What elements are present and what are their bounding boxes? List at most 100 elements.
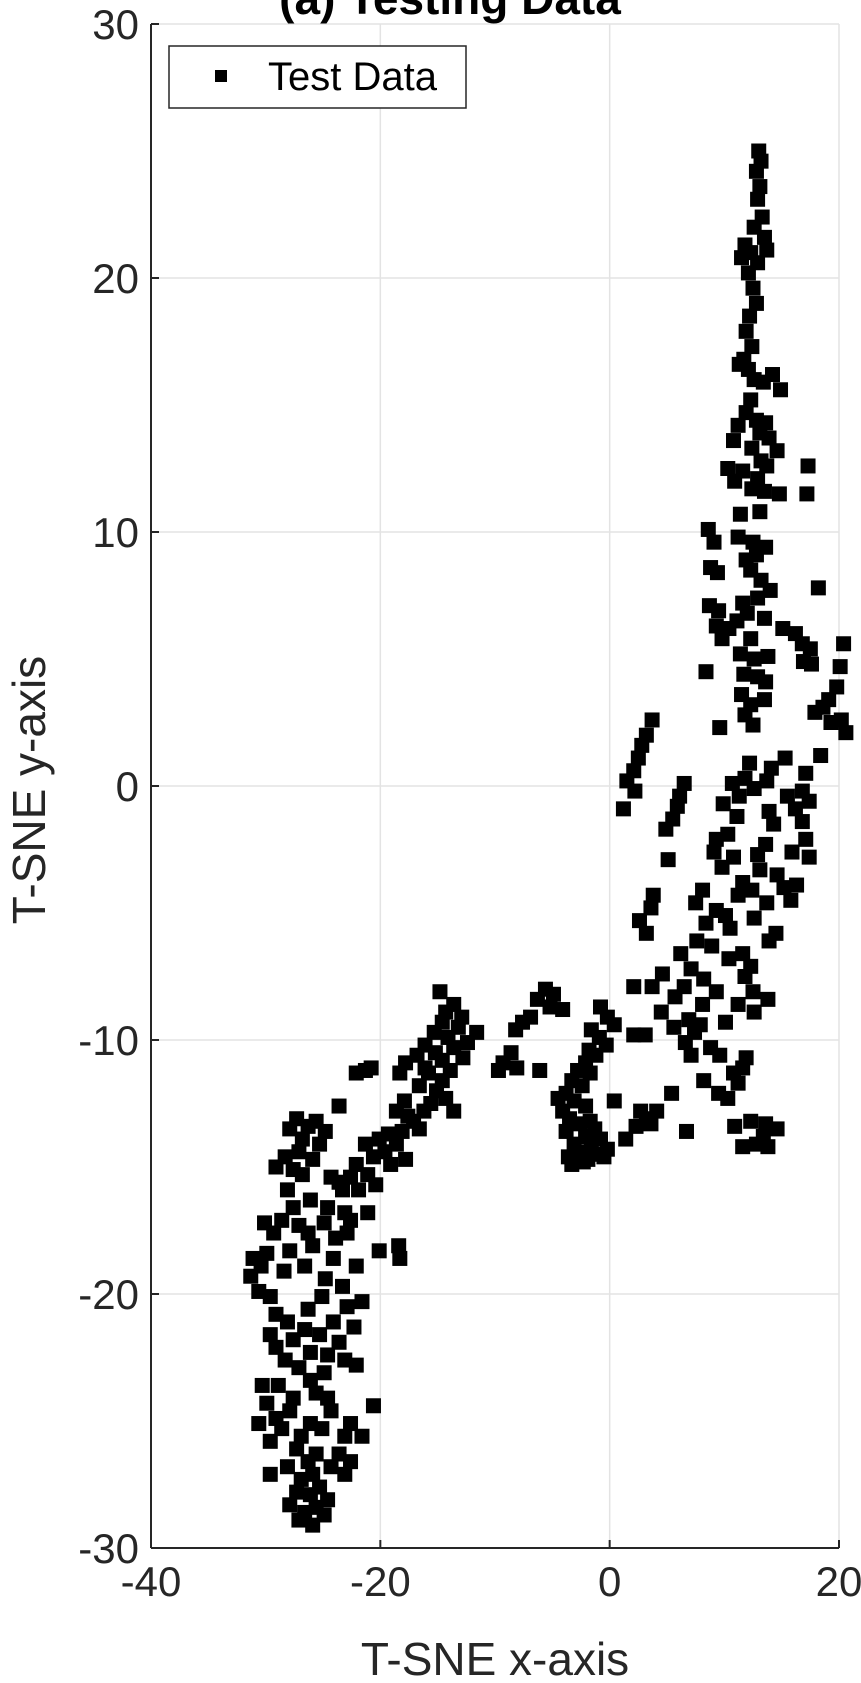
data-point xyxy=(282,1403,298,1419)
data-point xyxy=(711,603,727,619)
data-point xyxy=(764,367,780,383)
data-point xyxy=(732,646,748,662)
data-point xyxy=(357,1136,373,1152)
data-point xyxy=(268,1339,284,1355)
data-point xyxy=(776,880,792,896)
data-point xyxy=(730,1075,746,1091)
data-point xyxy=(392,1250,408,1266)
data-point xyxy=(689,933,705,949)
data-point xyxy=(259,1395,275,1411)
data-point xyxy=(316,1365,332,1381)
data-point xyxy=(746,1004,762,1020)
data-point xyxy=(783,892,799,908)
data-point xyxy=(709,565,725,581)
data-point xyxy=(328,1230,344,1246)
data-point xyxy=(317,1271,333,1287)
data-point xyxy=(339,1225,355,1241)
data-point xyxy=(339,1299,355,1315)
data-point xyxy=(717,908,733,924)
data-point xyxy=(630,750,646,766)
data-point xyxy=(420,1065,436,1081)
data-point xyxy=(669,798,685,814)
data-point xyxy=(316,1507,332,1523)
data-point xyxy=(455,1050,471,1066)
data-point xyxy=(289,1441,305,1457)
data-point xyxy=(302,1487,318,1503)
data-point xyxy=(331,1098,347,1114)
data-point xyxy=(371,1243,387,1259)
data-point xyxy=(700,521,716,537)
data-point xyxy=(289,1484,305,1500)
data-point xyxy=(664,1085,680,1101)
data-point xyxy=(745,717,761,733)
data-point xyxy=(748,295,764,311)
data-point xyxy=(727,1118,743,1134)
data-point xyxy=(564,1156,580,1172)
data-point xyxy=(297,1322,313,1338)
data-point xyxy=(446,1103,462,1119)
data-point xyxy=(704,938,720,954)
data-point xyxy=(743,631,759,647)
data-point xyxy=(823,715,839,730)
data-point xyxy=(348,1258,364,1274)
data-point xyxy=(708,984,724,1000)
data-point xyxy=(300,1225,316,1241)
data-point xyxy=(744,481,760,497)
data-point xyxy=(317,1123,333,1139)
x-tick-label: 20 xyxy=(816,1558,861,1605)
data-point xyxy=(801,793,817,809)
y-tick-label: 10 xyxy=(92,509,139,556)
data-point xyxy=(730,529,746,545)
chart-title: (a) Testing Data xyxy=(279,0,621,24)
data-point xyxy=(398,1151,414,1167)
data-point xyxy=(566,1093,582,1109)
data-point xyxy=(677,1035,693,1051)
data-point xyxy=(409,1047,425,1063)
data-point xyxy=(388,1136,404,1152)
data-point xyxy=(787,801,803,817)
y-tick-label: -20 xyxy=(78,1271,139,1318)
data-point xyxy=(508,1022,524,1038)
data-point xyxy=(634,737,650,753)
data-point xyxy=(291,1360,307,1376)
data-point xyxy=(279,1314,295,1330)
data-point xyxy=(293,1428,309,1444)
data-point xyxy=(285,1200,301,1216)
data-point xyxy=(254,1377,270,1393)
data-point xyxy=(750,191,766,207)
data-point xyxy=(305,1151,321,1167)
data-point xyxy=(712,1047,728,1063)
data-point xyxy=(744,882,760,898)
data-point xyxy=(769,1121,785,1137)
data-point xyxy=(274,1421,290,1437)
data-point xyxy=(777,750,793,766)
data-point xyxy=(762,582,778,598)
data-point xyxy=(644,712,660,728)
data-point xyxy=(305,1466,321,1482)
data-point xyxy=(756,483,772,499)
data-point xyxy=(532,1062,548,1078)
data-point xyxy=(251,1283,267,1299)
data-point xyxy=(813,748,829,764)
data-point xyxy=(346,1319,362,1335)
x-tick-label: 0 xyxy=(598,1558,621,1605)
data-point xyxy=(760,991,776,1007)
data-point xyxy=(316,1215,332,1231)
data-point xyxy=(773,382,789,398)
data-point xyxy=(730,996,746,1012)
data-point xyxy=(343,1416,359,1432)
data-point xyxy=(331,1174,347,1190)
data-point xyxy=(377,1144,393,1160)
data-point xyxy=(282,1121,298,1137)
data-point xyxy=(807,704,823,720)
data-point xyxy=(558,1123,574,1139)
data-point xyxy=(262,1433,278,1449)
data-point xyxy=(291,1144,307,1160)
data-point xyxy=(337,1352,353,1368)
y-tick-label: -10 xyxy=(78,1017,139,1064)
data-point xyxy=(658,821,674,837)
data-point xyxy=(645,887,661,903)
data-point xyxy=(678,1123,694,1139)
data-point xyxy=(582,1065,598,1081)
